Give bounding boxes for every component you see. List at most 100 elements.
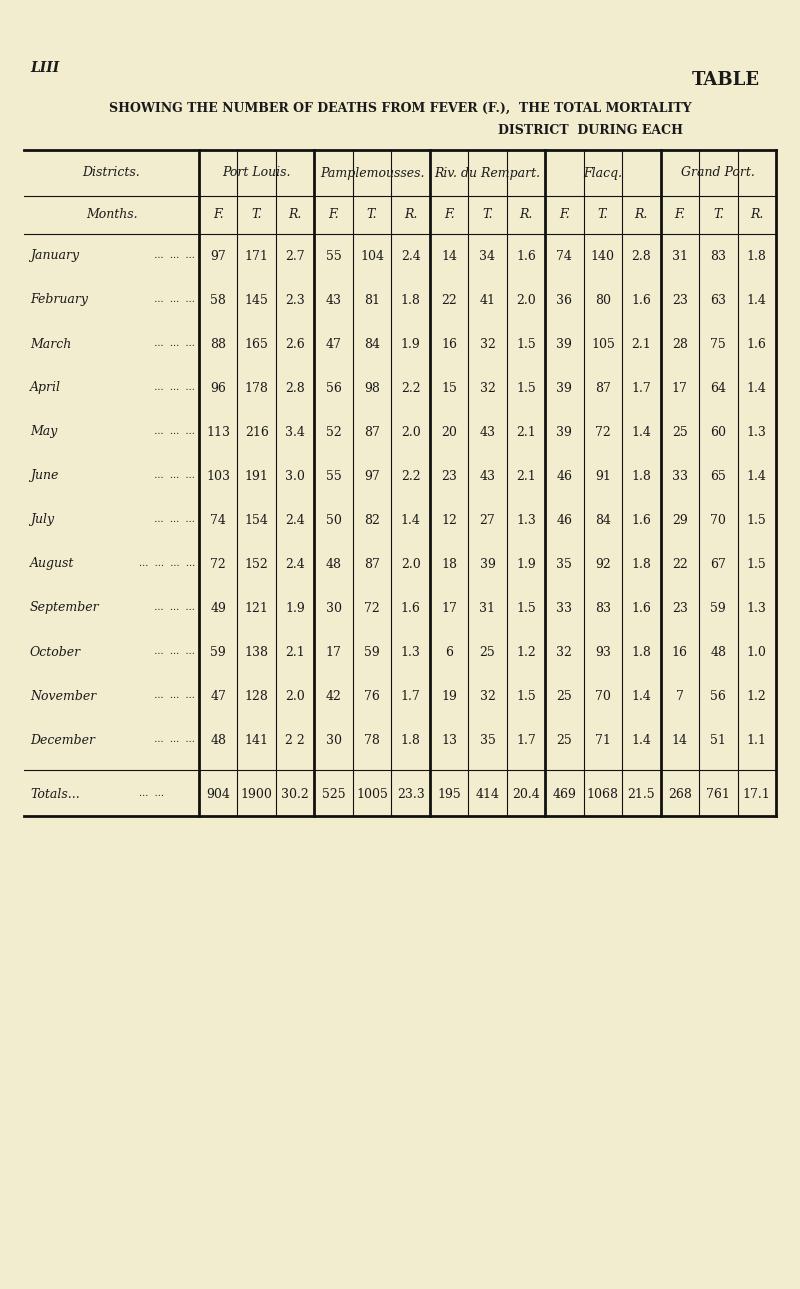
Text: 93: 93 [595,646,611,659]
Text: 32: 32 [557,646,572,659]
Text: 98: 98 [364,382,380,394]
Text: 7: 7 [676,690,684,703]
Text: T.: T. [367,209,378,222]
Text: 82: 82 [364,513,380,526]
Text: 29: 29 [672,513,688,526]
Text: 30.2: 30.2 [282,788,309,800]
Text: April: April [30,382,61,394]
Text: DISTRICT  DURING EACH: DISTRICT DURING EACH [498,124,682,137]
Text: 27: 27 [480,513,495,526]
Text: 35: 35 [557,558,572,571]
Text: 81: 81 [364,294,380,307]
Text: June: June [30,469,58,482]
Text: 33: 33 [557,602,573,615]
Text: 83: 83 [710,250,726,263]
Text: ...  ...  ...: ... ... ... [148,295,195,304]
Text: 25: 25 [557,733,572,746]
Text: 56: 56 [710,690,726,703]
Text: 39: 39 [557,338,572,351]
Text: September: September [30,602,100,615]
Text: 1.5: 1.5 [747,558,766,571]
Text: F.: F. [674,209,685,222]
Text: Grand Port.: Grand Port. [682,166,755,179]
Text: R.: R. [634,209,648,222]
Text: 39: 39 [479,558,495,571]
Text: January: January [30,250,79,263]
Text: 84: 84 [364,338,380,351]
Text: 49: 49 [210,602,226,615]
Text: 1.5: 1.5 [516,690,536,703]
Text: 46: 46 [557,469,573,482]
Text: Riv. du Rempart.: Riv. du Rempart. [434,166,541,179]
Text: Totals...: Totals... [30,788,80,800]
Text: 152: 152 [245,558,269,571]
Text: 16: 16 [441,338,457,351]
Text: 72: 72 [364,602,380,615]
Text: 23: 23 [672,294,688,307]
Text: 1.4: 1.4 [401,513,421,526]
Text: December: December [30,733,95,746]
Text: 48: 48 [326,558,342,571]
Text: 96: 96 [210,382,226,394]
Text: August: August [30,558,74,571]
Text: 23.3: 23.3 [397,788,425,800]
Text: 76: 76 [364,690,380,703]
Text: 2.6: 2.6 [286,338,305,351]
Text: 91: 91 [595,469,611,482]
Text: 469: 469 [553,788,576,800]
Text: 113: 113 [206,425,230,438]
Text: ...  ...  ...: ... ... ... [148,691,195,700]
Text: 22: 22 [672,558,688,571]
Text: 1.5: 1.5 [516,382,536,394]
Text: 1.5: 1.5 [516,338,536,351]
Text: 70: 70 [710,513,726,526]
Text: 22: 22 [441,294,457,307]
Text: Flacq.: Flacq. [583,166,622,179]
Text: 56: 56 [326,382,342,394]
Text: ...  ...  ...: ... ... ... [148,516,195,525]
Text: 1068: 1068 [587,788,619,800]
Text: 88: 88 [210,338,226,351]
Text: 1.4: 1.4 [631,690,651,703]
Text: 35: 35 [479,733,495,746]
Text: 17: 17 [326,646,342,659]
Text: 2.1: 2.1 [516,425,536,438]
Text: 28: 28 [672,338,688,351]
Text: 1.7: 1.7 [631,382,651,394]
Text: R.: R. [750,209,763,222]
Text: 83: 83 [595,602,611,615]
Text: 25: 25 [480,646,495,659]
Text: 165: 165 [245,338,269,351]
Text: 1.8: 1.8 [631,646,651,659]
Text: 17.1: 17.1 [743,788,770,800]
Text: 2.3: 2.3 [286,294,305,307]
Text: 78: 78 [364,733,380,746]
Text: 761: 761 [706,788,730,800]
Text: 178: 178 [245,382,269,394]
Text: 36: 36 [557,294,573,307]
Text: 74: 74 [557,250,572,263]
Text: 30: 30 [326,733,342,746]
Text: 191: 191 [245,469,269,482]
Text: 39: 39 [557,425,572,438]
Text: 59: 59 [210,646,226,659]
Text: 105: 105 [591,338,615,351]
Text: 154: 154 [245,513,269,526]
Text: 55: 55 [326,250,342,263]
Text: 47: 47 [210,690,226,703]
Text: ...  ...  ...  ...: ... ... ... ... [138,559,195,568]
Text: 74: 74 [210,513,226,526]
Text: 1.3: 1.3 [401,646,421,659]
Text: 48: 48 [710,646,726,659]
Text: 216: 216 [245,425,269,438]
Text: 20: 20 [441,425,457,438]
Text: TABLE: TABLE [692,71,760,89]
Text: 25: 25 [557,690,572,703]
Text: 31: 31 [672,250,688,263]
Text: SHOWING THE NUMBER OF DEATHS FROM FEVER (F.),  THE TOTAL MORTALITY: SHOWING THE NUMBER OF DEATHS FROM FEVER … [109,102,691,115]
Text: 1.9: 1.9 [401,338,421,351]
Text: T.: T. [482,209,493,222]
Text: 1.5: 1.5 [747,513,766,526]
Text: 84: 84 [595,513,611,526]
Text: 75: 75 [710,338,726,351]
